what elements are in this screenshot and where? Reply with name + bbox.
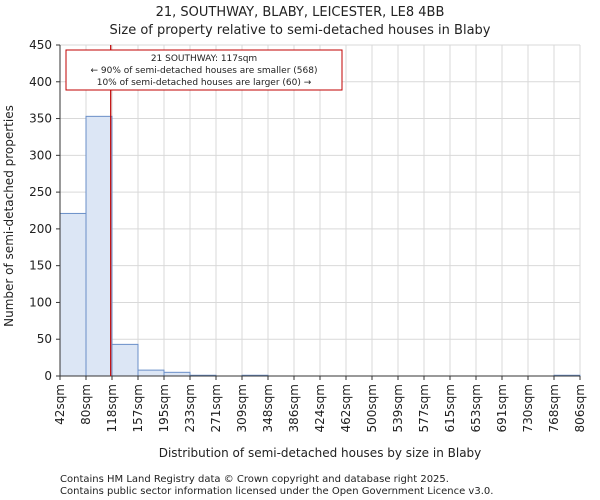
x-tick-label: 539sqm <box>391 384 405 432</box>
annotation-frame <box>65 49 343 91</box>
x-tick-label: 80sqm <box>79 384 93 425</box>
y-tick-labels: 0 50 100 150 200 250 300 350 400 450 <box>29 38 60 383</box>
y-tick-label: 400 <box>29 75 52 89</box>
y-tick-label: 200 <box>29 222 52 236</box>
x-axis-label: Distribution of semi-detached houses by … <box>159 446 482 460</box>
chart-title-line2: Size of property relative to semi-detach… <box>110 23 491 38</box>
x-tick-label: 309sqm <box>235 384 249 432</box>
bar-80sqm <box>85 115 113 377</box>
y-tick-label: 50 <box>37 332 52 346</box>
x-tick-label: 500sqm <box>365 384 379 432</box>
y-tick-label: 300 <box>29 148 52 162</box>
annotation-box: 21 SOUTHWAY: 117sqm ← 90% of semi-detach… <box>65 49 343 91</box>
y-tick-label: 350 <box>29 112 52 126</box>
y-tick-label: 100 <box>29 295 52 309</box>
bar-118sqm <box>111 343 139 377</box>
y-tick-label: 0 <box>44 369 52 383</box>
bar-195sqm <box>163 371 191 377</box>
x-tick-label: 691sqm <box>495 384 509 432</box>
x-tick-labels: 42sqm 80sqm 118sqm 157sqm 195sqm 233sqm 271sqm… <box>53 376 587 432</box>
y-tick-label: 450 <box>29 38 52 52</box>
x-tick-label: 386sqm <box>287 384 301 432</box>
x-tick-label: 118sqm <box>105 384 119 432</box>
chart-title-line1: 21, SOUTHWAY, BLABY, LEICESTER, LE8 4BB <box>156 5 445 20</box>
footer-line1: Contains HM Land Registry data © Crown c… <box>60 474 449 485</box>
x-tick-label: 42sqm <box>53 384 67 425</box>
x-tick-label: 424sqm <box>313 384 327 432</box>
y-tick-label: 250 <box>29 185 52 199</box>
bar-157sqm <box>137 369 165 377</box>
x-tick-label: 577sqm <box>417 384 431 432</box>
x-tick-label: 348sqm <box>261 384 275 432</box>
x-tick-label: 615sqm <box>443 384 457 432</box>
annotation-line1: 21 SOUTHWAY: 117sqm <box>151 54 257 64</box>
bars <box>59 115 581 377</box>
x-tick-label: 195sqm <box>157 384 171 432</box>
x-tick-label: 157sqm <box>131 384 145 432</box>
y-axis-label: Number of semi-detached properties <box>2 105 16 327</box>
x-tick-label: 768sqm <box>547 384 561 432</box>
y-tick-label: 150 <box>29 259 52 273</box>
bar-42sqm <box>59 212 87 377</box>
gridlines <box>59 44 581 377</box>
x-tick-label: 806sqm <box>573 384 587 432</box>
x-tick-label: 271sqm <box>209 384 223 432</box>
footer-line2: Contains public sector information licen… <box>60 486 493 497</box>
annotation-line3: 10% of semi-detached houses are larger (… <box>97 78 312 88</box>
x-tick-label: 462sqm <box>339 384 353 432</box>
x-tick-label: 233sqm <box>183 384 197 432</box>
annotation-line2: ← 90% of semi-detached houses are smalle… <box>91 66 318 76</box>
x-tick-label: 653sqm <box>469 384 483 432</box>
x-tick-label: 730sqm <box>521 384 535 432</box>
